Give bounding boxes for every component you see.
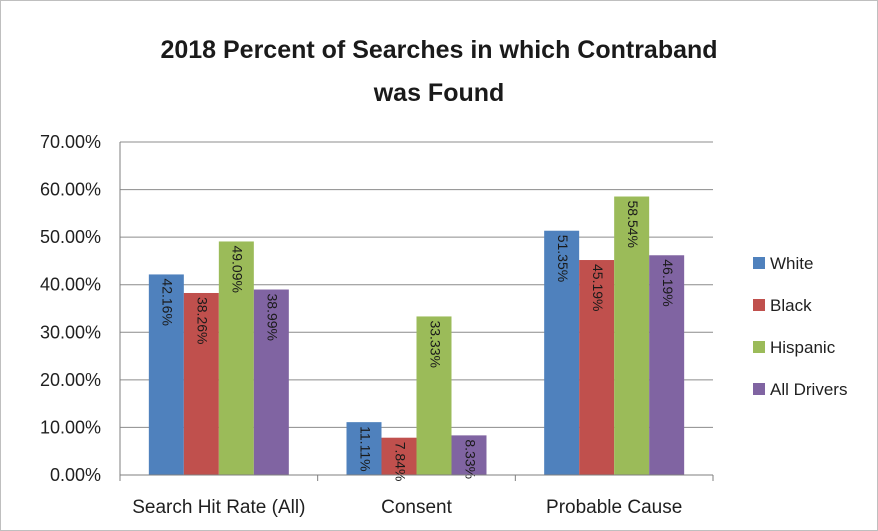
y-tick-label: 30.00%	[40, 322, 101, 342]
y-tick-label: 50.00%	[40, 227, 101, 247]
data-label: 7.84%	[392, 442, 408, 482]
bar-hispanic-1	[218, 241, 254, 475]
chart-title: 2018 Percent of Searches in which Contra…	[160, 36, 717, 107]
data-label: 8.33%	[462, 439, 478, 479]
legend-label: All Drivers	[770, 380, 847, 399]
data-label: 33.33%	[427, 320, 443, 367]
bar-black-1	[183, 292, 219, 475]
x-category-label: Probable Cause	[546, 497, 682, 518]
data-label: 46.19%	[660, 259, 676, 306]
chart-title-line-1: 2018 Percent of Searches in which Contra…	[160, 36, 717, 64]
legend-label: Hispanic	[770, 338, 836, 357]
y-tick-label: 40.00%	[40, 275, 101, 295]
legend-label: Black	[770, 296, 812, 315]
legend-label: White	[770, 254, 813, 273]
data-label: 58.54%	[625, 201, 641, 248]
bar-all-drivers-3	[649, 255, 685, 475]
data-label: 49.09%	[230, 245, 246, 292]
x-category-label: Search Hit Rate (All)	[132, 497, 305, 518]
bar-all-drivers-2	[451, 435, 487, 475]
bar-white-3	[544, 230, 580, 475]
axes	[119, 142, 714, 481]
data-label: 51.35%	[555, 235, 571, 282]
y-tick-label: 70.00%	[40, 132, 101, 152]
x-axis-categories: Search Hit Rate (All) Consent Probable Cau…	[132, 497, 682, 518]
y-tick-label: 10.00%	[40, 417, 101, 437]
y-tick-label: 60.00%	[40, 180, 101, 200]
bar-all-drivers-1	[253, 289, 289, 475]
data-label: 38.26%	[195, 297, 211, 344]
legend: White Black Hispanic All Drivers	[753, 254, 847, 399]
y-tick-label: 20.00%	[40, 370, 101, 390]
data-label: 45.19%	[590, 264, 606, 311]
bar-black-3	[579, 260, 615, 475]
bar-white-1	[148, 274, 184, 475]
data-label: 38.99%	[265, 294, 281, 341]
bars	[148, 196, 685, 476]
legend-swatch	[753, 257, 765, 269]
bar-black-2	[381, 437, 417, 475]
x-category-label: Consent	[381, 497, 452, 518]
y-tick-label: 0.00%	[50, 465, 101, 485]
data-label: 11.11%	[357, 426, 373, 471]
data-label: 42.16%	[160, 278, 176, 325]
bar-white-2	[346, 422, 382, 475]
legend-swatch	[753, 299, 765, 311]
data-labels: 42.16% 38.26% 49.09% 38.99% 11.11% 7.84% 33.33…	[160, 201, 676, 482]
bar-hispanic-3	[614, 196, 650, 476]
y-axis-ticks: 0.00% 10.00% 20.00% 30.00% 40.00% 50.00% 60.00…	[40, 132, 101, 485]
legend-swatch	[753, 383, 765, 395]
legend-swatch	[753, 341, 765, 353]
chart-title-line-2: was Found	[373, 79, 505, 107]
bar-hispanic-2	[416, 316, 452, 475]
